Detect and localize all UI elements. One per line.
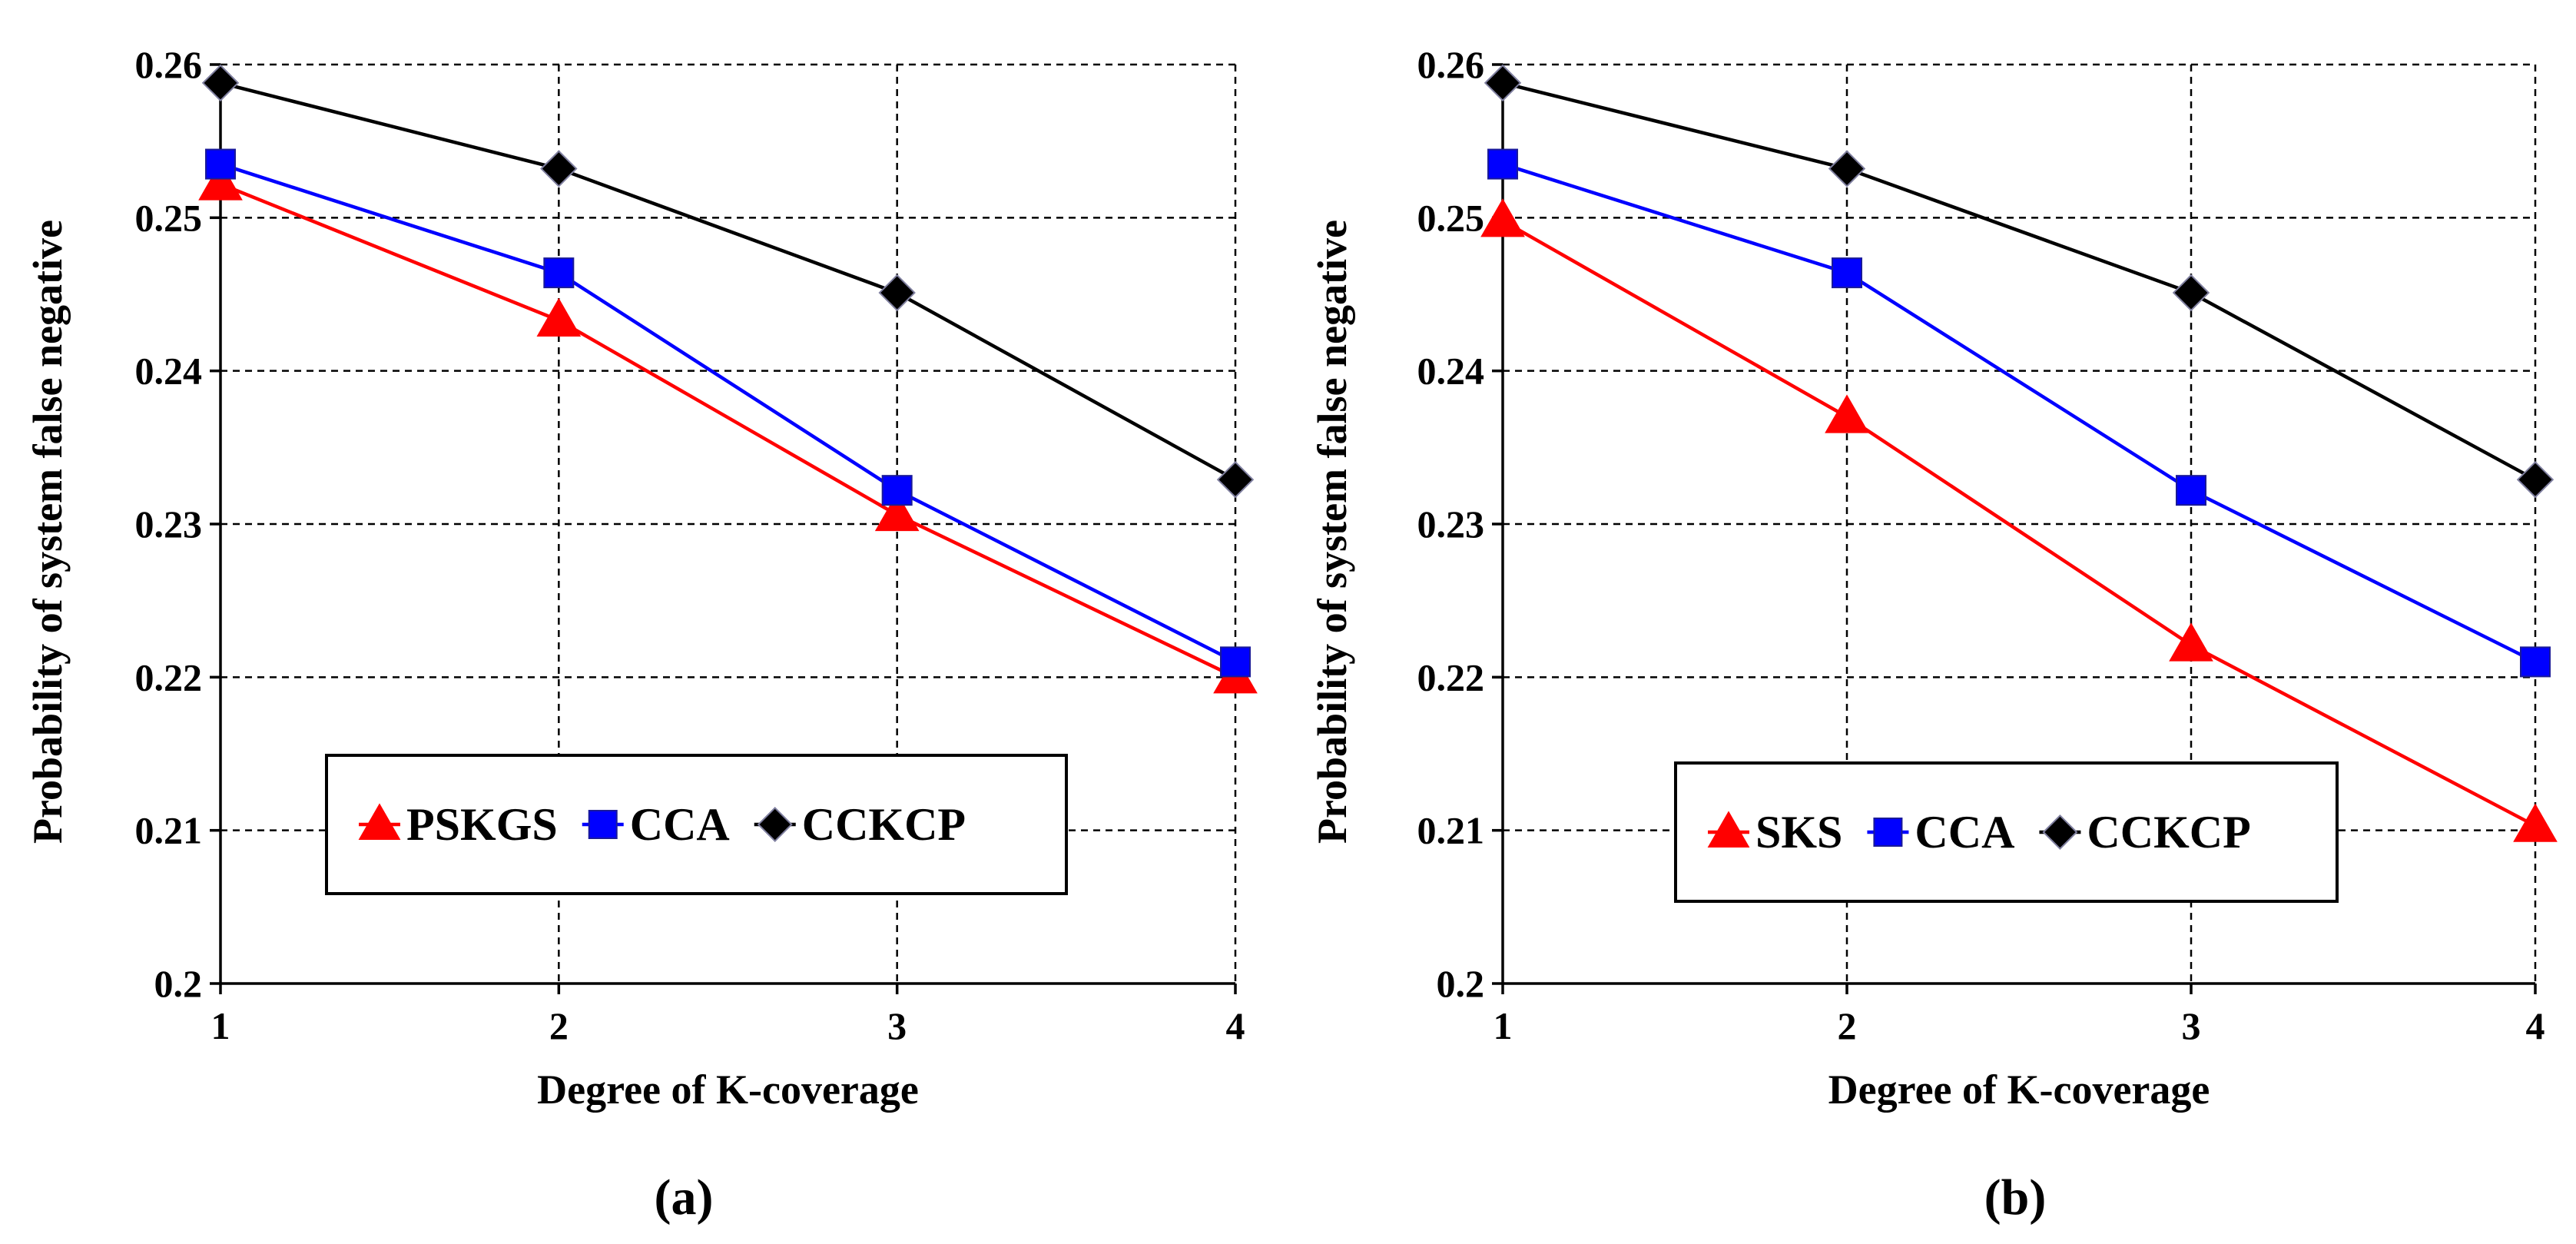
data-point xyxy=(198,161,243,201)
data-point xyxy=(543,257,575,289)
data-point xyxy=(874,492,920,532)
panel-caption: (b) xyxy=(1984,1169,2047,1226)
y-tick-label: 0.22 xyxy=(135,655,203,698)
data-point xyxy=(1828,150,1866,187)
x-axis-title: Degree of K-coverage xyxy=(1828,1067,2210,1113)
data-point xyxy=(1832,257,1862,289)
legend-item: PSKGS xyxy=(358,799,558,850)
y-tick-label: 0.2 xyxy=(154,962,203,1005)
legend: PSKGS CCA CCKCP xyxy=(325,754,1068,895)
legend-box xyxy=(1674,761,2339,903)
series-line xyxy=(220,162,1237,664)
legend-item: CCKCP xyxy=(2039,807,2251,858)
data-point xyxy=(201,64,240,102)
legend-label: CCKCP xyxy=(802,799,966,850)
y-tick-label: 0.24 xyxy=(1417,350,1485,393)
data-point xyxy=(2516,460,2554,499)
y-tick-label: 0.23 xyxy=(1417,503,1485,546)
legend-marker xyxy=(757,806,793,843)
x-tick-label: 3 xyxy=(887,1004,907,1047)
x-tick-label: 2 xyxy=(1838,1004,1857,1047)
panel-caption: (a) xyxy=(655,1169,714,1226)
x-axis-title: Degree of K-coverage xyxy=(537,1067,919,1113)
chart-panel-b: 0.2 0.21 0.22 0.23 0.24 0.25 0.26 1 2 3 4 Degree of… xyxy=(1309,43,2558,1226)
series-cckcp xyxy=(201,64,1255,499)
data-point xyxy=(878,274,916,312)
x-tick-label: 1 xyxy=(211,1004,230,1047)
data-point xyxy=(2513,803,2558,842)
legend-marker xyxy=(588,810,618,839)
legend-item: CCKCP xyxy=(754,799,966,850)
data-point xyxy=(1825,394,1869,433)
legend-label: CCKCP xyxy=(2087,807,2250,858)
series-cckcp xyxy=(1484,64,2554,499)
legend-item: CCA xyxy=(582,799,730,850)
y-tick-label: 0.26 xyxy=(1417,43,1485,86)
y-tick-label: 0.21 xyxy=(135,809,203,852)
y-tick-label: 0.25 xyxy=(1417,196,1485,239)
data-point xyxy=(1480,198,1525,237)
series-line xyxy=(1502,162,2537,664)
x-tick-label: 1 xyxy=(1494,1004,1513,1047)
data-point xyxy=(205,148,236,180)
y-tick-label: 0.25 xyxy=(135,196,203,239)
data-point xyxy=(1216,460,1255,499)
y-tick-label: 0.26 xyxy=(135,43,203,86)
x-tick-label: 4 xyxy=(1226,1004,1245,1047)
series-line xyxy=(1501,219,2537,828)
data-point xyxy=(1487,148,1518,180)
legend-marker xyxy=(1707,811,1750,848)
legend-item: SKS xyxy=(1707,807,1842,858)
legend-box xyxy=(325,754,1068,895)
series-cca xyxy=(205,148,1251,678)
legend-marker xyxy=(1873,818,1903,847)
y-tick-label: 0.24 xyxy=(135,350,203,393)
y-tick-label: 0.21 xyxy=(1417,809,1485,852)
chart-panel-a: 0.2 0.21 0.22 0.23 0.24 0.25 0.26 1 2 3 4 Degree of… xyxy=(25,43,1258,1226)
legend: SKS CCA CCKCP xyxy=(1674,761,2339,903)
series-cca xyxy=(1487,148,2551,678)
x-tick-label: 3 xyxy=(2182,1004,2201,1047)
y-tick-label: 0.23 xyxy=(135,503,203,546)
legend-label: SKS xyxy=(1755,807,1842,858)
data-point xyxy=(2176,475,2206,506)
series-pskgs xyxy=(198,161,1258,694)
series-line xyxy=(220,182,1236,679)
y-tick-label: 0.2 xyxy=(1437,962,1485,1005)
legend-marker xyxy=(2042,814,2078,851)
y-axis-title: Probability of system false negative xyxy=(25,220,71,844)
legend-label: CCA xyxy=(630,799,730,850)
legend-marker xyxy=(358,803,401,841)
data-point xyxy=(2169,622,2213,662)
data-point xyxy=(1220,646,1251,678)
series-line xyxy=(1502,81,2537,482)
legend-label: CCA xyxy=(1915,807,2014,858)
series-line xyxy=(220,81,1237,482)
legend-item: CCA xyxy=(1867,807,2014,858)
legend-label: PSKGS xyxy=(406,799,558,850)
data-point xyxy=(881,475,913,506)
x-tick-label: 4 xyxy=(2526,1004,2545,1047)
data-point xyxy=(1484,64,1522,102)
data-point xyxy=(540,150,578,187)
y-tick-label: 0.22 xyxy=(1417,655,1485,698)
data-point xyxy=(2520,646,2551,678)
y-axis-title: Probability of system false negative xyxy=(1309,220,1355,844)
x-tick-label: 2 xyxy=(549,1004,569,1047)
data-point xyxy=(2172,274,2210,312)
data-point xyxy=(536,297,582,337)
series-sks xyxy=(1480,198,2558,842)
